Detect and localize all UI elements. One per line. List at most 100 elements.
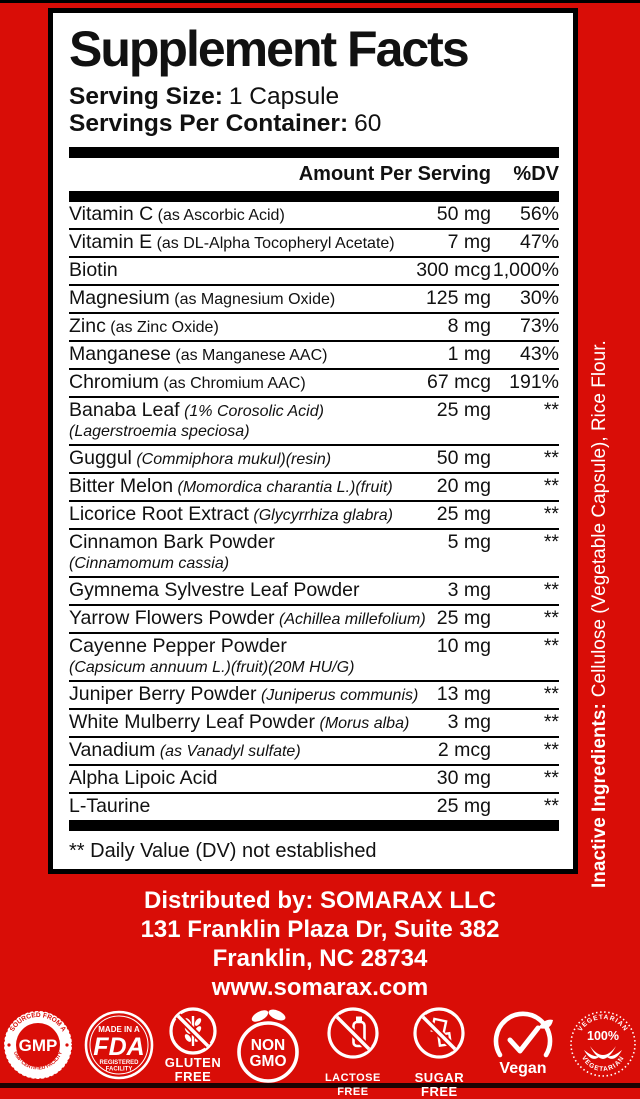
ingredient-dv: 191% xyxy=(509,371,559,393)
distributor-website: www.somarax.com xyxy=(211,974,429,1001)
ingredient-amount: 7 mg xyxy=(447,231,491,253)
ingredient-name: Guggul (Commiphora mukul)(resin) xyxy=(69,447,332,469)
table-row: Vitamin E (as DL-Alpha Tocopheryl Acetat… xyxy=(69,228,559,256)
non-gmo-text-top: NON xyxy=(251,1037,285,1054)
gmp-center-text: GMP xyxy=(19,1036,58,1055)
ingredient-amount: 3 mg xyxy=(447,579,491,601)
ingredient-amount: 1 mg xyxy=(447,343,491,365)
ingredient-amount: 67 mcg xyxy=(427,371,491,393)
distributor-city-line: Franklin, NC 28734 xyxy=(212,945,428,972)
non-gmo-text-bottom: GMO xyxy=(249,1053,286,1070)
serving-size-label: Serving Size: xyxy=(69,83,223,110)
table-row: Vitamin C (as Ascorbic Acid) 50 mg 56% xyxy=(69,202,559,228)
ingredient-name: Manganese (as Manganese AAC) xyxy=(69,343,328,365)
gluten-free-badge: GLUTEN FREE xyxy=(162,1006,224,1084)
facts-table-body: Vitamin C (as Ascorbic Acid) 50 mg 56% V… xyxy=(69,202,559,820)
ingredient-dv: ** xyxy=(543,579,559,601)
top-edge-stripe xyxy=(0,0,640,3)
ingredient-dv: 56% xyxy=(519,203,559,225)
vegan-icon: Vegan xyxy=(493,1011,553,1077)
ingredient-dv: ** xyxy=(543,739,559,761)
ingredient-name: Biotin xyxy=(69,259,118,281)
ingredient-name: Chromium (as Chromium AAC) xyxy=(69,371,306,393)
vegetarian-badge: VEGETARIAN VEGETARIAN 100% xyxy=(566,1006,640,1082)
ingredient-amount: 10 mg xyxy=(436,635,491,657)
table-row: Gymnema Sylvestre Leaf Powder 3 mg ** xyxy=(69,576,559,604)
gluten-free-icon xyxy=(169,1007,217,1055)
non-gmo-icon: NON GMO xyxy=(237,1009,299,1083)
ingredient-amount: 30 mg xyxy=(436,767,491,789)
ingredient-latin-name: (Cinnamomum cassia) xyxy=(69,555,230,572)
fda-center-text: FDA xyxy=(93,1033,144,1061)
servings-label: Servings Per Container: xyxy=(69,110,349,137)
ingredient-dv: ** xyxy=(543,711,559,733)
ingredient-amount: 3 mg xyxy=(447,711,491,733)
table-row: Banaba Leaf (1% Corosolic Acid) (Lagerst… xyxy=(69,396,559,444)
table-row: Manganese (as Manganese AAC) 1 mg 43% xyxy=(69,340,559,368)
fda-facility-text: FACILITY xyxy=(106,1067,133,1073)
ingredient-amount: 5 mg xyxy=(447,531,491,553)
lactose-free-badge: LACTOSE FREE xyxy=(312,1006,394,1099)
table-row: Bitter Melon (Momordica charantia L.)(fr… xyxy=(69,472,559,500)
ingredient-name: Magnesium (as Magnesium Oxide) xyxy=(69,287,336,309)
ingredient-dv: 43% xyxy=(519,343,559,365)
lactose-free-caption: LACTOSE FREE xyxy=(324,1072,381,1098)
table-row: White Mulberry Leaf Powder (Morus alba) … xyxy=(69,708,559,736)
ingredient-dv: ** xyxy=(543,795,559,817)
ingredient-dv: ** xyxy=(543,683,559,705)
serving-size-line: Serving Size: 1 Capsule xyxy=(69,83,559,110)
divider-thick-bar xyxy=(69,191,559,202)
ingredient-dv: ** xyxy=(543,447,559,469)
supplement-facts-panel: Supplement Facts Serving Size: 1 Capsule … xyxy=(48,8,578,874)
inactive-ingredients-value: Cellulose (Vegetable Capsule), Rice Flou… xyxy=(589,340,610,698)
ingredient-name: Vanadium (as Vanadyl sulfate) xyxy=(69,739,301,761)
ingredient-dv: 30% xyxy=(519,287,559,309)
ingredient-dv: ** xyxy=(543,767,559,789)
sugar-free-icon xyxy=(413,1007,465,1059)
sugar-free-caption: SUGAR FREE xyxy=(414,1070,465,1099)
table-row: Magnesium (as Magnesium Oxide) 125 mg 30… xyxy=(69,284,559,312)
table-row: Alpha Lipoic Acid 30 mg ** xyxy=(69,764,559,792)
ingredient-dv: 1,000% xyxy=(492,259,559,281)
servings-per-container-line: Servings Per Container: 60 xyxy=(69,110,559,137)
ingredient-name: Cinnamon Bark Powder (Cinnamomum cassia) xyxy=(69,531,395,575)
ingredient-name: Cayenne Pepper Powder (Capsicum annuum L… xyxy=(69,635,395,679)
ingredient-amount: 20 mg xyxy=(436,475,491,497)
ingredient-name: L-Taurine xyxy=(69,795,151,817)
divider-thick-bar xyxy=(69,147,559,158)
vegetarian-seal-icon: VEGETARIAN VEGETARIAN 100% xyxy=(570,1011,636,1077)
ingredient-amount: 25 mg xyxy=(436,795,491,817)
fda-top-text: MADE IN A xyxy=(98,1025,140,1034)
ingredient-amount: 25 mg xyxy=(436,399,491,421)
table-row: Yarrow Flowers Powder (Achillea millefol… xyxy=(69,604,559,632)
ingredient-name: Juniper Berry Powder (Juniperus communis… xyxy=(69,683,419,705)
column-header-amount: Amount Per Serving xyxy=(298,163,491,185)
vegan-badge: Vegan xyxy=(485,1006,561,1082)
ingredient-dv: ** xyxy=(543,531,559,553)
ingredient-latin-name: (Capsicum annuum L.)(fruit)(20M HU/G) xyxy=(69,659,355,676)
vegetarian-center-text: 100% xyxy=(587,1029,619,1043)
dv-footnote: ** Daily Value (DV) not established xyxy=(69,840,377,862)
inactive-ingredients-strip: Inactive Ingredients: Cellulose (Vegetabl… xyxy=(582,268,618,888)
non-gmo-badge: NON GMO xyxy=(229,1006,307,1084)
table-row: Zinc (as Zinc Oxide) 8 mg 73% xyxy=(69,312,559,340)
servings-value: 60 xyxy=(354,110,382,137)
ingredient-amount: 50 mg xyxy=(436,203,491,225)
gmp-badge: SOURCED FROM A GMP CERTIFIED FACILITY GM… xyxy=(0,1006,76,1084)
ingredient-dv: ** xyxy=(543,635,559,657)
ingredient-dv: ** xyxy=(543,503,559,525)
gluten-free-caption: GLUTEN FREE xyxy=(164,1055,222,1084)
ingredient-name: White Mulberry Leaf Powder (Morus alba) xyxy=(69,711,410,733)
table-row: Chromium (as Chromium AAC) 67 mcg 191% xyxy=(69,368,559,396)
bottom-edge-stripe xyxy=(0,1083,640,1088)
inactive-ingredients-label: Inactive Ingredients: xyxy=(589,703,610,888)
ingredient-name: Yarrow Flowers Powder (Achillea millefol… xyxy=(69,607,426,629)
gmp-seal-icon: SOURCED FROM A GMP CERTIFIED FACILITY GM… xyxy=(3,1010,73,1080)
panel-title: Supplement Facts xyxy=(69,21,470,77)
ingredient-dv: ** xyxy=(543,607,559,629)
vegan-caption: Vegan xyxy=(499,1060,546,1077)
distributor-address-line: 131 Franklin Plaza Dr, Suite 382 xyxy=(140,916,500,943)
ingredient-name: Alpha Lipoic Acid xyxy=(69,767,218,789)
distributor-line: Distributed by: SOMARAX LLC xyxy=(144,887,496,914)
ingredient-name: Gymnema Sylvestre Leaf Powder xyxy=(69,579,360,601)
